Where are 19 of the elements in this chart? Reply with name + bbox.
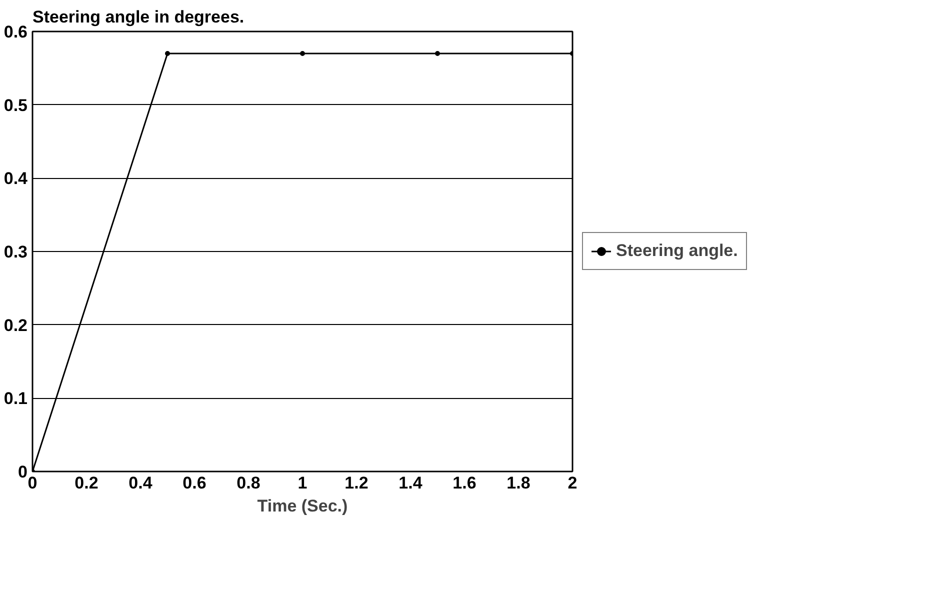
x-tick-label: 1.2 [344,474,368,492]
x-tick-label: 0.2 [74,474,98,492]
chart-title: Steering angle in degrees. [32,8,244,26]
y-tick-label: 0.1 [4,389,28,408]
legend-label: Steering angle. [616,241,738,261]
x-tick-label: 2 [568,474,578,492]
x-tick-label: 1.4 [398,474,423,492]
x-tick-label: 0.6 [182,474,206,492]
y-tick-label: 0.3 [4,242,28,262]
x-axis-title: Time (Sec.) [257,496,348,516]
x-tick-label: 1 [298,474,308,492]
y-tick-label: 0.5 [4,96,28,115]
x-tick-label: 0.8 [236,474,260,492]
y-tick-label: 0.4 [4,169,28,188]
x-tick-label: 1.8 [506,474,530,492]
x-tick-label: 1.6 [452,474,476,492]
y-tick-label: 0.6 [4,22,28,42]
x-tick-label: 0.4 [128,474,153,492]
y-tick-label: 0.2 [4,316,28,335]
